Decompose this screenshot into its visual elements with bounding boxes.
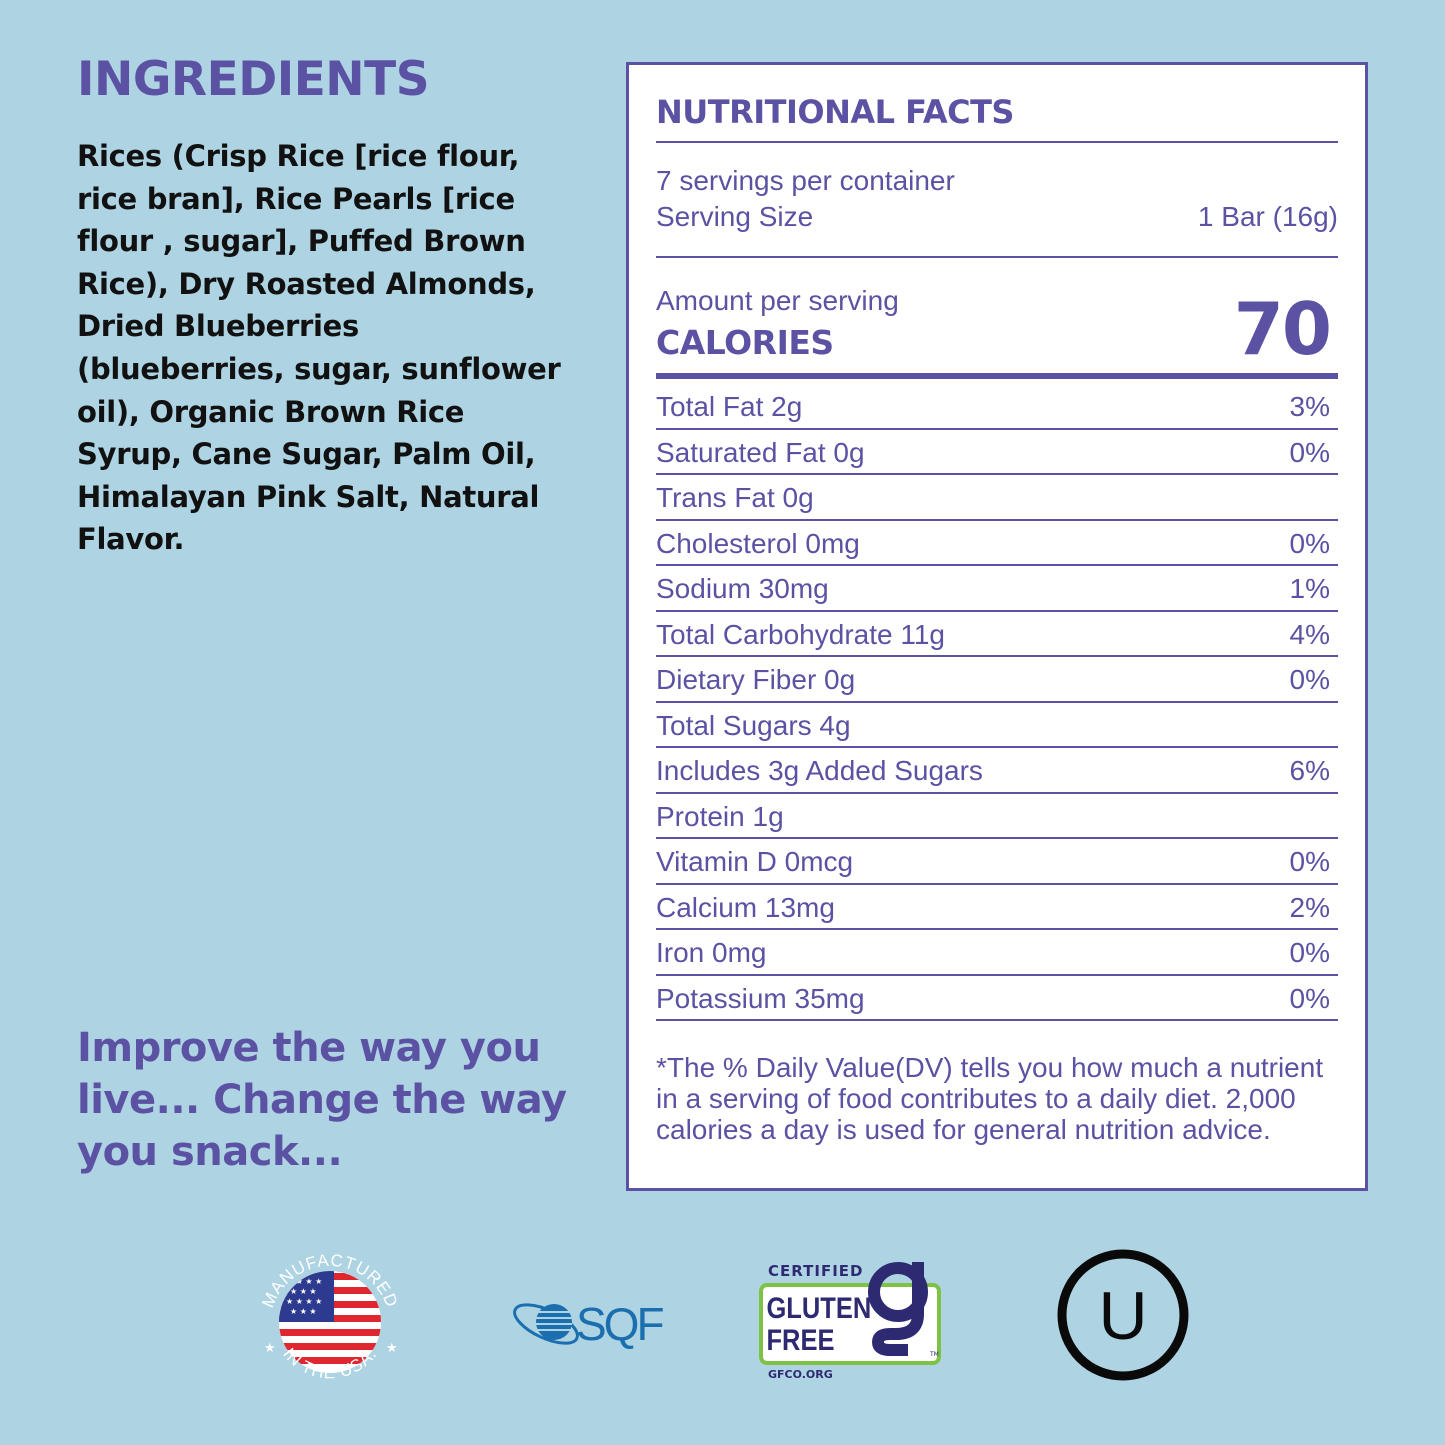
daily-value: 4% (1289, 618, 1330, 650)
svg-text:★: ★ (386, 1341, 398, 1356)
daily-value-footnote: *The % Daily Value(DV) tells you how muc… (656, 1052, 1324, 1145)
svg-text:CERTIFIED: CERTIFIED (768, 1262, 863, 1280)
amount-per-serving: Amount per serving (656, 285, 899, 316)
nutrient-row: Vitamin D 0mcg 0% (656, 839, 1338, 885)
nutrient-row: Total Carbohydrate 11g 4% (656, 612, 1338, 657)
thick-divider (656, 373, 1338, 379)
gluten-free-g-icon: CERTIFIED GLUTEN FREE TM GFCO.ORG (759, 1262, 941, 1381)
svg-text:GFCO.ORG: GFCO.ORG (768, 1368, 833, 1381)
daily-value: 6% (1289, 755, 1330, 786)
divider (656, 256, 1338, 258)
nutrient-label: Total Carbohydrate 11g (656, 618, 945, 650)
nutrient-list: Total Fat 2g 3% Saturated Fat 0g 0% Trans … (656, 384, 1338, 1021)
svg-text:★ ★ ★ ★: ★ ★ ★ ★ (286, 1277, 322, 1286)
svg-text:TM: TM (929, 1351, 939, 1358)
serving-size-label: Serving Size (656, 201, 814, 232)
nutrient-label: Iron 0mg (656, 937, 767, 968)
nutrient-label: Saturated Fat 0g (656, 436, 865, 468)
nutrient-label: Dietary Fiber 0g (656, 664, 856, 695)
nutrient-row: Protein 1g (656, 794, 1338, 839)
nutrient-row: Calcium 13mg 2% (656, 885, 1338, 930)
made-in-usa-badge: ★ ★ ★ ★ ★ ★ ★ ★ ★ ★ ★ ★ ★ ★ MANUFACTURED… (248, 1246, 412, 1410)
nutrient-row: Cholesterol 0mg 0% (656, 521, 1338, 566)
svg-text:★ ★ ★: ★ ★ ★ (290, 1307, 317, 1316)
nutrient-row: Saturated Fat 0g 0% (656, 430, 1338, 475)
sqf-globe-icon: SQF (513, 1298, 666, 1350)
nutrient-label: Total Sugars 4g (656, 709, 851, 741)
svg-text:GLUTEN: GLUTEN (767, 1291, 872, 1324)
sqf-logo: SQF (510, 1290, 690, 1360)
daily-value: 2% (1289, 891, 1330, 923)
nutrition-title: NUTRITIONAL FACTS (656, 93, 1014, 131)
daily-value: 0% (1289, 846, 1330, 877)
svg-text:U: U (1098, 1278, 1147, 1354)
tagline: Improve the way you live... Change the w… (77, 1025, 567, 1175)
nutrient-row: Potassium 35mg 0% (656, 976, 1338, 1021)
nutrient-row: Trans Fat 0g (656, 475, 1338, 521)
svg-text:FREE: FREE (767, 1323, 835, 1356)
nutrient-label: Sodium 30mg (656, 573, 829, 604)
daily-value: 0% (1289, 982, 1330, 1014)
nutrient-label: Calcium 13mg (656, 891, 835, 923)
ingredients-title: INGREDIENTS (77, 52, 430, 107)
kosher-ou-logo: U (1054, 1247, 1194, 1387)
nutrient-row: Dietary Fiber 0g 0% (656, 657, 1338, 703)
nutrient-label: Includes 3g Added Sugars (656, 755, 983, 786)
svg-text:SQF: SQF (576, 1298, 663, 1350)
servings-per-container: 7 servings per container (656, 165, 955, 196)
divider (656, 141, 1338, 143)
calories-value: 70 (1233, 287, 1332, 371)
nutrient-label: Cholesterol 0mg (656, 527, 860, 559)
certified-gluten-free-logo: CERTIFIED GLUTEN FREE TM GFCO.ORG (758, 1252, 948, 1382)
daily-value: 3% (1289, 391, 1330, 422)
nutrient-label: Protein 1g (656, 800, 784, 832)
daily-value: 1% (1289, 573, 1330, 604)
daily-value: 0% (1289, 937, 1330, 968)
nutrient-label: Potassium 35mg (656, 982, 865, 1014)
daily-value: 0% (1289, 527, 1330, 559)
daily-value: 0% (1289, 664, 1330, 695)
daily-value: 0% (1289, 436, 1330, 468)
kosher-u-icon: U (1057, 1249, 1189, 1381)
nutrient-row: Total Fat 2g 3% (656, 384, 1338, 430)
nutrient-label: Trans Fat 0g (656, 482, 814, 513)
nutrient-label: Total Fat 2g (656, 391, 803, 422)
nutrition-facts-panel: NUTRITIONAL FACTS 7 servings per contain… (626, 62, 1368, 1191)
nutrient-row: Sodium 30mg 1% (656, 566, 1338, 612)
serving-size-value: 1 Bar (16g) (1197, 201, 1338, 232)
nutrient-row: Total Sugars 4g (656, 703, 1338, 748)
nutrient-label: Vitamin D 0mcg (656, 846, 854, 877)
usa-flag-icon: ★ ★ ★ ★ ★ ★ ★ ★ ★ ★ ★ ★ ★ ★ MANUFACTURED… (258, 1251, 400, 1383)
nutrient-row: Includes 3g Added Sugars 6% (656, 748, 1338, 794)
nutrient-row: Iron 0mg 0% (656, 930, 1338, 976)
svg-text:★ ★ ★ ★: ★ ★ ★ ★ (286, 1297, 322, 1306)
svg-text:★: ★ (264, 1341, 276, 1356)
svg-text:★ ★ ★: ★ ★ ★ (290, 1287, 317, 1296)
calories-label: CALORIES (656, 323, 834, 362)
ingredients-text: Rices (Crisp Rice [rice flour, rice bran… (77, 139, 561, 557)
